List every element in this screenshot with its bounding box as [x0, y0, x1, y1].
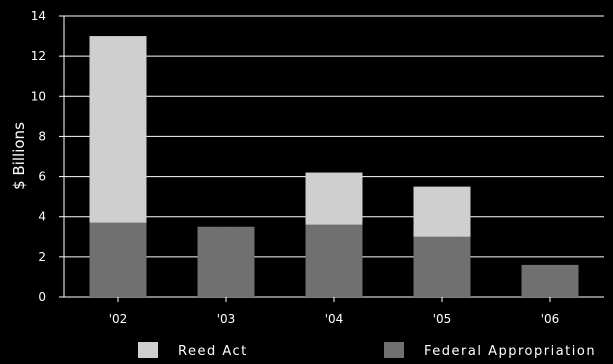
- x-tick-label: '06: [541, 312, 560, 326]
- y-tick-label: 14: [31, 9, 46, 23]
- legend-label-federal-appropriation: Federal Appropriation: [424, 344, 596, 359]
- bar-federal-appropriation: [413, 236, 471, 297]
- legend-swatch-federal-appropriation: [384, 342, 404, 358]
- y-tick-label: 4: [38, 210, 46, 224]
- y-axis-ticks: 0 2 4 6 8 10 12 14: [31, 9, 64, 304]
- x-tick-label: '04: [325, 312, 344, 326]
- x-axis-ticks: '02 '03 '04 '05 '06: [109, 297, 560, 326]
- bar-federal-appropriation: [305, 224, 363, 297]
- legend-swatch-reed-act: [138, 342, 158, 358]
- legend: Reed Act Federal Appropriation: [138, 342, 596, 359]
- x-tick-label: '05: [433, 312, 452, 326]
- bar-federal-appropriation: [89, 222, 147, 297]
- y-axis-title: $ Billions: [10, 122, 28, 190]
- y-tick-label: 6: [38, 170, 46, 184]
- y-tick-label: 12: [31, 49, 46, 63]
- x-tick-label: '02: [109, 312, 128, 326]
- x-tick-label: '03: [217, 312, 236, 326]
- y-tick-label: 10: [31, 89, 46, 103]
- bar-federal-appropriation: [197, 226, 255, 297]
- y-tick-label: 0: [38, 290, 46, 304]
- legend-item-federal-appropriation: Federal Appropriation: [384, 342, 596, 359]
- y-tick-label: 8: [38, 129, 46, 143]
- bar-reed-act: [305, 172, 363, 225]
- legend-item-reed-act: Reed Act: [138, 342, 248, 359]
- bar-reed-act: [89, 36, 147, 223]
- bar-federal-appropriation: [521, 264, 579, 297]
- bar-reed-act: [413, 186, 471, 237]
- legend-label-reed-act: Reed Act: [178, 344, 248, 359]
- bars: [89, 36, 579, 297]
- y-tick-label: 2: [38, 250, 46, 264]
